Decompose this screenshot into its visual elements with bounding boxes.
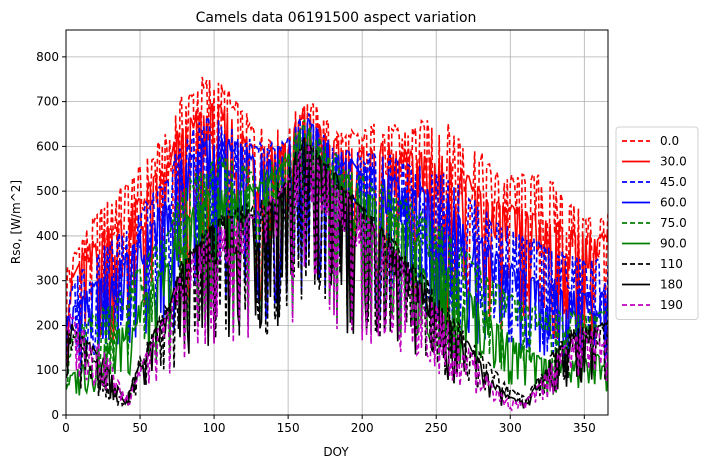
- y-tick-label: 0: [51, 408, 59, 422]
- x-tick-label: 150: [277, 421, 300, 435]
- y-tick-label: 700: [36, 95, 59, 109]
- legend-label: 60.0: [660, 196, 687, 210]
- legend-label: 110: [660, 257, 683, 271]
- y-tick-label: 100: [36, 363, 59, 377]
- y-tick-label: 400: [36, 229, 59, 243]
- series-line-75.0: [66, 119, 608, 390]
- legend-label: 30.0: [660, 155, 687, 169]
- plot-frame: [65, 29, 609, 416]
- x-tick-label: 0: [62, 421, 70, 435]
- x-axis-ticks: 0 50 100 150 200 250 300 350: [62, 415, 596, 435]
- series-line-110: [66, 144, 608, 409]
- x-tick-label: 350: [573, 421, 596, 435]
- y-axis-ticks: 0 100 200 300 400 500 600 700 800: [36, 50, 66, 422]
- x-axis-label: DOY: [323, 445, 349, 459]
- x-tick-label: 200: [351, 421, 374, 435]
- x-tick-label: 300: [499, 421, 522, 435]
- y-tick-label: 600: [36, 139, 59, 153]
- y-tick-label: 200: [36, 318, 59, 332]
- x-tick-label: 100: [203, 421, 226, 435]
- legend-label: 180: [660, 278, 683, 292]
- legend: 0.0 30.0 45.0 60.0 75.0 90.0 110 180 190: [615, 126, 699, 320]
- plot-area: [66, 76, 608, 412]
- x-tick-label: 50: [132, 421, 147, 435]
- legend-box: [615, 126, 699, 320]
- legend-label: 45.0: [660, 175, 687, 189]
- y-tick-label: 800: [36, 50, 59, 64]
- legend-label: 90.0: [660, 237, 687, 251]
- series-line-0.0: [66, 76, 608, 349]
- y-tick-label: 500: [36, 184, 59, 198]
- chart-title: Camels data 06191500 aspect variation: [196, 10, 477, 26]
- y-axis-label: Rso, [W/m^2]: [9, 180, 23, 264]
- legend-label: 190: [660, 298, 683, 312]
- x-tick-label: 250: [425, 421, 448, 435]
- legend-label: 75.0: [660, 216, 687, 230]
- series-line-30.0: [66, 102, 608, 367]
- series-line-180: [66, 137, 608, 409]
- series-line-190: [66, 144, 608, 412]
- y-tick-label: 300: [36, 274, 59, 288]
- legend-label: 0.0: [660, 134, 679, 148]
